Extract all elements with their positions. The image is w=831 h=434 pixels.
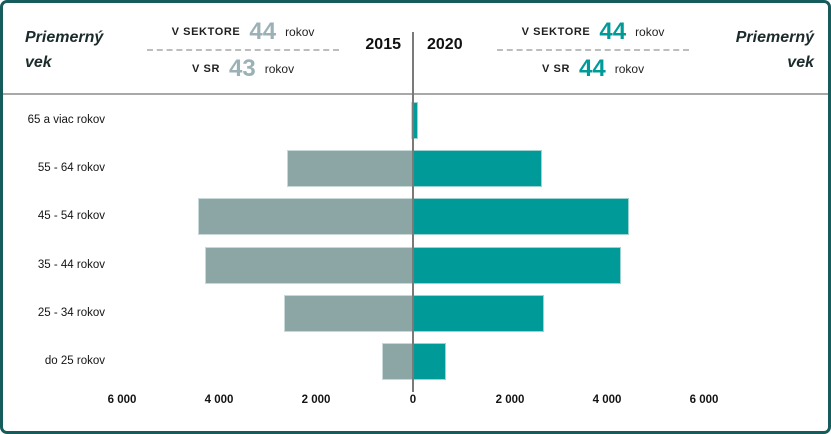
right-axis-title-line1: Priemerný (735, 29, 814, 46)
x-tick-label: 6 000 (689, 394, 719, 406)
category-label: 25 - 34 rokov (37, 306, 105, 319)
stats-2015: V SEKTORE 44 rokov V SR 43 rokov (139, 15, 347, 85)
right-axis-title: Priemerný vek (736, 25, 814, 75)
bar-2015 (286, 150, 413, 188)
stats-2020-sr-label: V SR (541, 62, 571, 75)
category-label: 45 - 54 rokov (37, 210, 105, 223)
bar-2015 (284, 294, 413, 332)
stats-2020-sr-value: 44 (579, 54, 606, 82)
year-label-2015: 2015 (365, 36, 401, 53)
stats-2015-sector-unit: rokov (285, 24, 315, 39)
bar-2020 (413, 246, 622, 284)
stats-2020-sr-unit: rokov (614, 61, 645, 76)
plot-area: 65 a viac rokov 55 - 64 rokov 45 - 54 roko… (3, 3, 828, 431)
stats-2020-sector-row: V SEKTORE 44 rokov (489, 15, 697, 48)
bar-2020 (413, 150, 542, 188)
bar-2020 (413, 343, 446, 380)
stats-2020-sector-unit: rokov (635, 24, 665, 39)
x-tick-label: 0 (409, 394, 417, 406)
stats-2015-sr-row: V SR 43 rokov (139, 52, 347, 85)
stats-2015-sector-row: V SEKTORE 44 rokov (139, 15, 347, 48)
x-tick-label: 4 000 (592, 394, 622, 406)
bar-2020 (413, 294, 544, 332)
stats-2015-sector-value: 44 (249, 17, 277, 45)
year-label-2020: 2020 (427, 36, 463, 53)
stats-2015-sr-unit: rokov (264, 61, 295, 76)
left-axis-title-line1: Priemerný (25, 29, 104, 46)
x-tick-label: 4 000 (204, 394, 234, 406)
bar-2015 (204, 246, 413, 284)
x-tick-label: 6 000 (107, 394, 137, 406)
stats-2020-divider (497, 49, 689, 51)
stats-2020: V SEKTORE 44 rokov V SR 44 rokov (489, 15, 697, 85)
x-tick-label: 2 000 (301, 394, 331, 406)
left-axis-title-line2: vek (25, 54, 52, 71)
stats-2020-sector-value: 44 (599, 17, 627, 45)
category-label: 65 a viac rokov (27, 114, 105, 126)
center-axis-line (412, 32, 414, 392)
stats-2020-sector-label: V SEKTORE (521, 25, 591, 38)
bar-2015 (198, 198, 413, 236)
category-label: 55 - 64 rokov (37, 162, 105, 175)
bar-2015 (381, 343, 413, 380)
category-label: 35 - 44 rokov (37, 258, 105, 271)
stats-2020-sr-row: V SR 44 rokov (489, 52, 697, 85)
stats-2015-sr-value: 43 (229, 54, 256, 82)
stats-2015-divider (147, 49, 339, 51)
header-separator-line (3, 93, 828, 95)
x-tick-label: 2 000 (495, 394, 525, 406)
category-label: do 25 rokov (44, 355, 105, 367)
bar-2020 (413, 198, 629, 236)
stats-2015-sr-label: V SR (191, 62, 221, 75)
left-axis-title: Priemerný vek (25, 25, 103, 75)
stats-2015-sector-label: V SEKTORE (171, 25, 241, 38)
right-axis-title-line2: vek (787, 54, 814, 71)
